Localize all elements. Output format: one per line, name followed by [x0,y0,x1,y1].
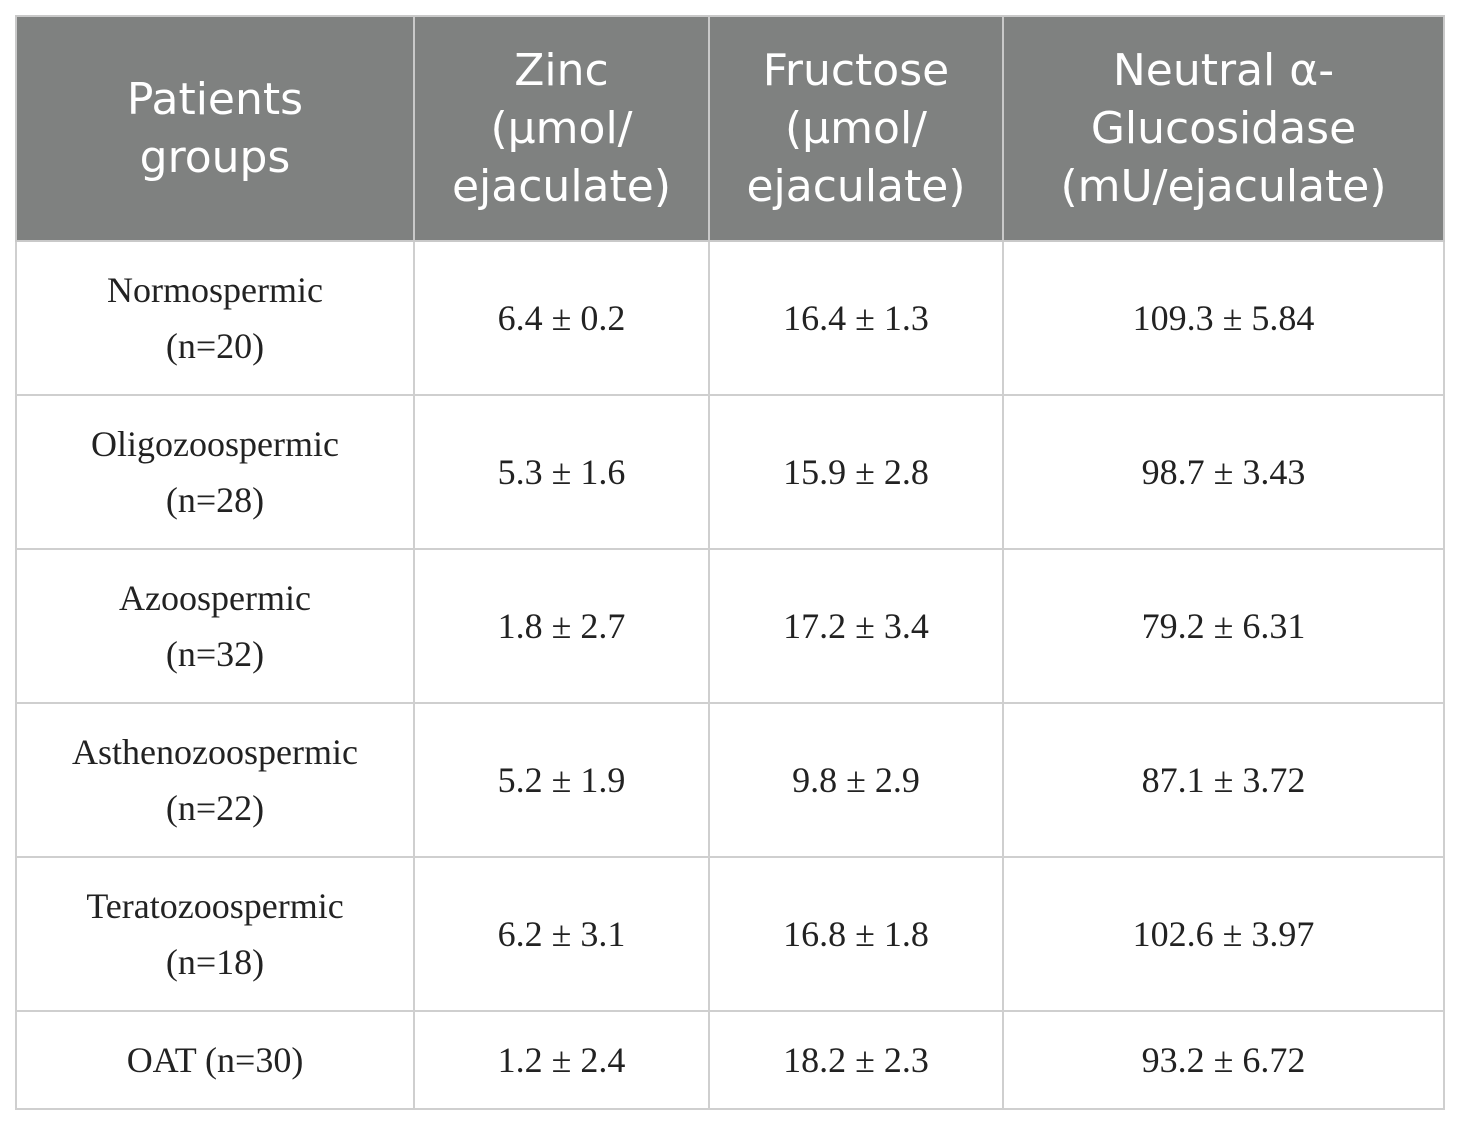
cell-line: (n=28) [165,480,265,520]
cell-line: Normospermic [107,270,323,310]
table-cell: 9.8 ± 2.9 [708,702,1004,858]
table-cell: 87.1 ± 3.72 [1002,702,1445,858]
cell-line: Glucosidase [1090,102,1357,154]
table-row: Normospermic (n=20) 6.4 ± 0.2 16.4 ± 1.3 109… [15,240,1445,396]
cell-line: ejaculate) [746,160,966,212]
table-cell: 16.4 ± 1.3 [708,240,1004,396]
table-cell: 6.4 ± 0.2 [413,240,710,396]
table-cell: 1.2 ± 2.4 [413,1010,710,1110]
data-table: Patients groups Zinc (μmol/ejaculate) Fructo… [15,15,1445,1110]
cell-line: groups [139,131,291,183]
table-cell: Teratozoospermic (n=18) [15,856,415,1012]
table-cell: 16.8 ± 1.8 [708,856,1004,1012]
cell-line: OAT (n=30) [126,1040,304,1080]
cell-line: (mU/ejaculate) [1060,160,1387,212]
cell-line: (n=18) [165,942,265,982]
table-cell: Oligozoospermic (n=28) [15,394,415,550]
cell-line: (n=20) [165,326,265,366]
table-cell: OAT (n=30) [15,1010,415,1110]
table-row: OAT (n=30) 1.2 ± 2.4 18.2 ± 2.3 93.2 ± 6.72 [15,1010,1445,1110]
table-row: Azoospermic (n=32) 1.8 ± 2.7 17.2 ± 3.4 79.2… [15,548,1445,704]
cell-line: Fructose [762,44,950,96]
table-cell: 5.2 ± 1.9 [413,702,710,858]
table-cell: Azoospermic (n=32) [15,548,415,704]
table-cell: 5.3 ± 1.6 [413,394,710,550]
table-cell: 15.9 ± 2.8 [708,394,1004,550]
cell-line: Zinc [514,44,609,96]
table-row: Asthenozoospermic (n=22) 5.2 ± 1.9 9.8 ± 2.… [15,702,1445,858]
table-row: Oligozoospermic (n=28) 5.3 ± 1.6 15.9 ± 2.8… [15,394,1445,550]
table-cell: 79.2 ± 6.31 [1002,548,1445,704]
cell-line: Patients [126,73,304,125]
table-cell: 1.8 ± 2.7 [413,548,710,704]
header-cell: Fructose (μmol/ejaculate) [708,15,1004,242]
cell-line: (μmol/ [785,102,927,154]
table-cell: 18.2 ± 2.3 [708,1010,1004,1110]
header-cell: Patients groups [15,15,415,242]
header-cell: Zinc (μmol/ejaculate) [413,15,710,242]
cell-line: Oligozoospermic [91,424,339,464]
table-cell: Asthenozoospermic (n=22) [15,702,415,858]
table-row: Teratozoospermic (n=18) 6.2 ± 3.1 16.8 ± 1.… [15,856,1445,1012]
table-cell: 102.6 ± 3.97 [1002,856,1445,1012]
header-row: Patients groups Zinc (μmol/ejaculate) Fructo… [15,15,1445,242]
table-cell: 17.2 ± 3.4 [708,548,1004,704]
cell-line: (n=22) [165,788,265,828]
cell-line: (μmol/ [490,102,633,154]
cell-line: ejaculate) [451,160,671,212]
cell-line: Azoospermic [119,578,311,618]
header-cell: Neutral α- Glucosidase (mU/ejaculate) [1002,15,1445,242]
cell-line: Asthenozoospermic [72,732,358,772]
cell-line: Teratozoospermic [86,886,344,926]
table-cell: Normospermic (n=20) [15,240,415,396]
table-cell: 6.2 ± 3.1 [413,856,710,1012]
table-cell: 93.2 ± 6.72 [1002,1010,1445,1110]
table-cell: 98.7 ± 3.43 [1002,394,1445,550]
cell-line: (n=32) [165,634,265,674]
cell-line: Neutral α- [1112,44,1335,96]
table-cell: 109.3 ± 5.84 [1002,240,1445,396]
